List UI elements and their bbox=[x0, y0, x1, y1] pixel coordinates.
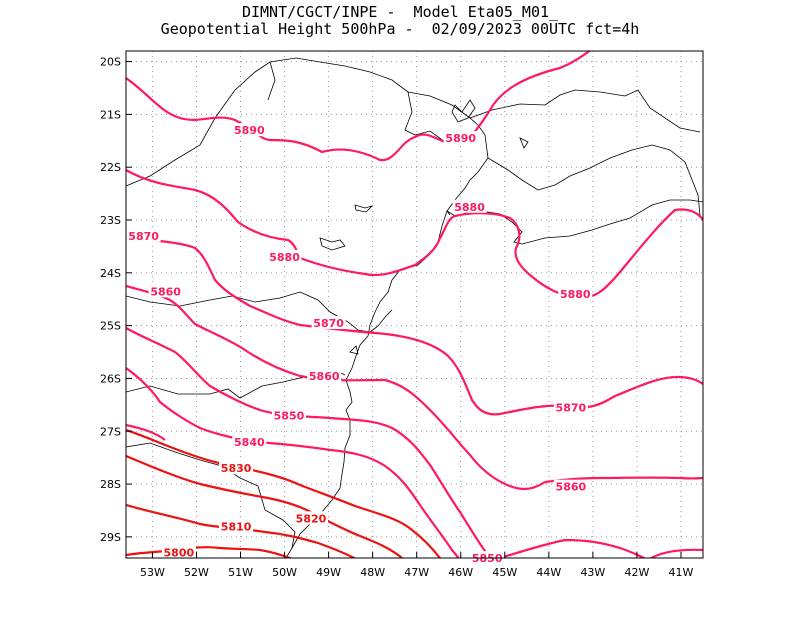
state-border bbox=[126, 442, 296, 558]
contour-label-5840: 5840 bbox=[234, 436, 265, 449]
lat-tick-label: 23S bbox=[100, 214, 121, 227]
contour-label-bg bbox=[271, 408, 306, 422]
state-border bbox=[407, 91, 489, 216]
contour-label-bg bbox=[443, 131, 478, 145]
contour-label-bg bbox=[161, 545, 196, 559]
contour-label-5890: 5890 bbox=[445, 132, 476, 145]
title-line-1: DIMNT/CGCT/INPE - Model Eta05_M01_ bbox=[241, 3, 559, 21]
contour-label-bg bbox=[553, 400, 588, 414]
lon-tick-label: 43W bbox=[580, 566, 605, 579]
contour-label-bg bbox=[267, 249, 302, 263]
contour-label-bg bbox=[311, 315, 346, 329]
contour-5870 bbox=[126, 236, 703, 416]
lagoon bbox=[369, 309, 393, 333]
lake bbox=[354, 204, 374, 213]
lon-tick-label: 41W bbox=[669, 566, 694, 579]
map-title: DIMNT/CGCT/INPE - Model Eta05_M01_ Geopo… bbox=[0, 4, 800, 38]
contour-5830 bbox=[126, 428, 442, 558]
lon-tick-label: 52W bbox=[184, 566, 209, 579]
axis-tick-labels: 53W 52W 51W 50W 49W 48W 47W 46W 45W 44W 43W 42W 41W 2… bbox=[100, 56, 694, 579]
contour-label-5810: 5810 bbox=[221, 520, 252, 533]
lake bbox=[451, 99, 476, 123]
contour-5840 bbox=[126, 367, 460, 558]
lon-tick-label: 53W bbox=[140, 566, 165, 579]
state-border bbox=[487, 144, 701, 216]
contour-5860-segment bbox=[126, 423, 166, 441]
contour-label-5870: 5870 bbox=[313, 317, 344, 330]
contour-lines bbox=[126, 51, 703, 558]
lake bbox=[319, 237, 346, 251]
contour-label-bg bbox=[232, 434, 267, 448]
contour-label-bg bbox=[307, 368, 342, 382]
contour-5860 bbox=[126, 284, 703, 491]
lat-tick-label: 29S bbox=[100, 531, 121, 544]
contour-5820 bbox=[126, 454, 403, 558]
contour-5800 bbox=[126, 546, 293, 558]
contour-label-bg bbox=[553, 479, 588, 493]
state-border bbox=[126, 291, 371, 333]
coastline-and-borders bbox=[126, 57, 703, 558]
contour-label-5860: 5860 bbox=[309, 370, 340, 383]
lat-tick-label: 27S bbox=[100, 425, 121, 438]
lon-tick-label: 46W bbox=[448, 566, 473, 579]
map-frame bbox=[125, 50, 704, 559]
contour-label-5890: 5890 bbox=[234, 124, 265, 137]
contour-5810 bbox=[126, 503, 357, 558]
contour-label-bg bbox=[452, 199, 487, 213]
island bbox=[349, 345, 359, 355]
lat-tick-label: 24S bbox=[100, 267, 121, 280]
contour-label-bg bbox=[558, 286, 593, 300]
contour-label-5860: 5860 bbox=[556, 481, 587, 494]
contour-label-bg bbox=[219, 519, 254, 533]
state-border bbox=[267, 61, 276, 101]
contour-label-5870: 5870 bbox=[128, 230, 159, 243]
lat-tick-label: 28S bbox=[100, 478, 121, 491]
lon-tick-label: 49W bbox=[316, 566, 341, 579]
contour-label-bg bbox=[293, 511, 328, 525]
contour-5850 bbox=[126, 327, 491, 558]
contour-label-bg bbox=[219, 461, 254, 475]
lon-tick-label: 48W bbox=[360, 566, 385, 579]
contour-label-5800: 5800 bbox=[164, 547, 195, 560]
lat-tick-label: 22S bbox=[100, 161, 121, 174]
contour-label-5850: 5850 bbox=[274, 409, 305, 422]
lon-tick-label: 42W bbox=[624, 566, 649, 579]
contour-label-5860: 5860 bbox=[150, 285, 181, 298]
contour-label-5830: 5830 bbox=[221, 462, 252, 475]
contour-label-5870: 5870 bbox=[556, 401, 587, 414]
contour-5890 bbox=[126, 51, 592, 162]
contour-label-bg bbox=[126, 228, 161, 242]
lat-tick-label: 21S bbox=[100, 108, 121, 121]
lat-tick-label: 26S bbox=[100, 372, 121, 385]
lon-tick-label: 45W bbox=[492, 566, 517, 579]
contour-label-bg bbox=[148, 284, 183, 298]
contour-label-5880: 5880 bbox=[269, 251, 300, 264]
contour-labels: 5890 5890 5880 5880 5880 5870 5870 5870 5860 5860… bbox=[126, 123, 593, 565]
contour-label-5880: 5880 bbox=[454, 201, 485, 214]
contour-5850-segment bbox=[499, 538, 703, 558]
lon-tick-label: 47W bbox=[404, 566, 429, 579]
lon-tick-label: 51W bbox=[228, 566, 253, 579]
contour-label-bg bbox=[232, 123, 267, 137]
lake bbox=[519, 137, 529, 149]
state-border bbox=[126, 57, 446, 187]
contour-label-5820: 5820 bbox=[296, 512, 327, 525]
graticule bbox=[126, 51, 703, 558]
contour-5880 bbox=[126, 169, 703, 300]
lon-tick-label: 50W bbox=[272, 566, 297, 579]
lon-tick-label: 44W bbox=[536, 566, 561, 579]
title-line-2: Geopotential Height 500hPa - 02/09/2023 … bbox=[160, 20, 640, 38]
contour-label-5880: 5880 bbox=[560, 288, 591, 301]
lat-tick-label: 20S bbox=[100, 56, 121, 69]
state-border bbox=[469, 89, 701, 133]
lat-tick-label: 25S bbox=[100, 320, 121, 333]
